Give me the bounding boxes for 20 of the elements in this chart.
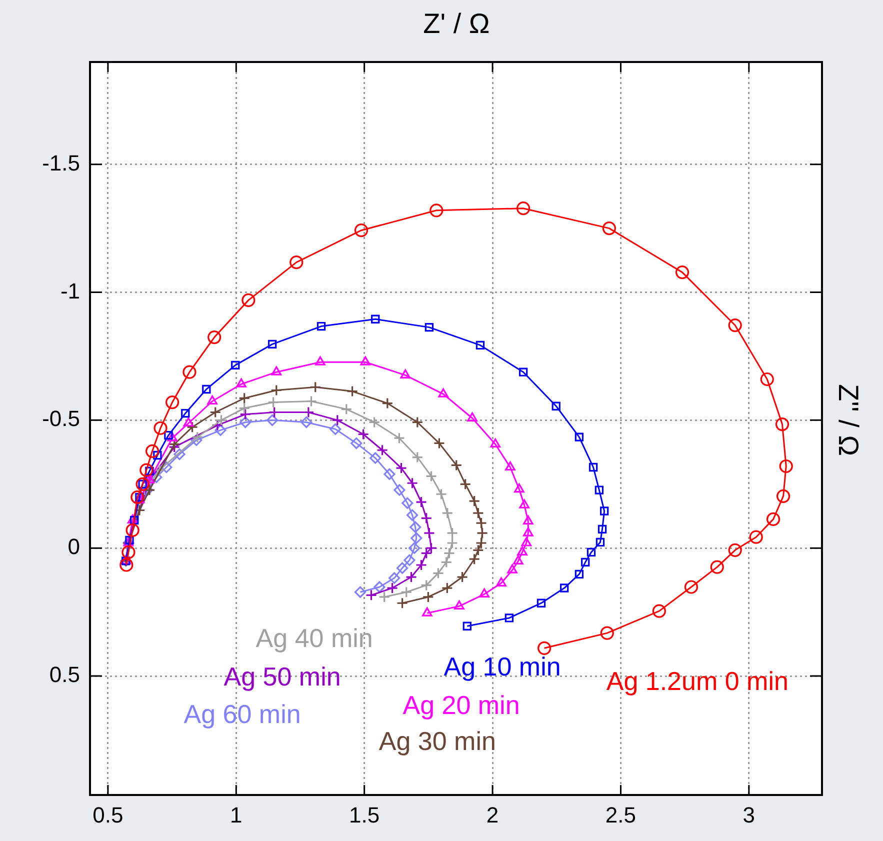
text: Ag 50 min — [224, 661, 341, 692]
text: Ag 20 min — [402, 690, 520, 720]
y-tick-label: -1.5 — [42, 150, 80, 176]
y-tick-label: 0 — [68, 534, 80, 560]
x-tick-label: 1 — [230, 802, 242, 828]
x-tick-label: 2.5 — [605, 802, 636, 828]
y-axis-title: Z'' / Ω — [832, 384, 864, 457]
series-label: Ag 1.2um 0 min — [606, 666, 788, 696]
x-tick-label: 1.5 — [349, 802, 380, 828]
series-label: Ag 10 min — [444, 651, 561, 682]
y-tick-label: 0.5 — [49, 662, 80, 688]
x-tick-label: 3 — [742, 802, 756, 828]
x-tick-label: 0.5 — [92, 802, 124, 828]
y-tick-label: -0.5 — [42, 406, 80, 432]
x-tick-label: 2 — [486, 802, 499, 828]
text: Ag 60 min — [184, 699, 301, 730]
x-axis-title: Z' / Ω — [422, 8, 491, 40]
series-label: Ag 40 min — [256, 623, 373, 654]
y-tick-label: -1 — [60, 278, 80, 304]
text: Ag 30 min — [378, 726, 496, 756]
